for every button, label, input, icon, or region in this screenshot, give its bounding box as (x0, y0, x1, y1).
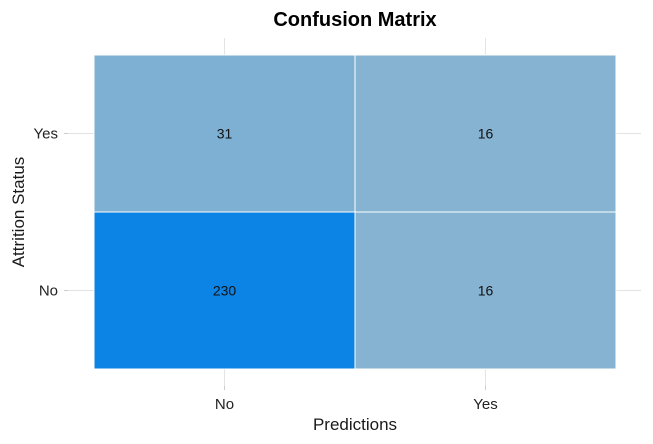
y-axis-title: Attrition Status (9, 157, 28, 268)
chart-title: Confusion Matrix (273, 9, 436, 31)
heatmap-cell (354, 211, 617, 370)
cell-value-label: 31 (217, 126, 233, 142)
heatmap-cell (93, 211, 356, 370)
cell-value-label: 230 (213, 283, 237, 299)
heatmap-cells (93, 54, 617, 370)
cell-value-labels: 31 16 230 16 (213, 126, 494, 299)
y-tick-label: No (39, 283, 58, 300)
heatmap-cell (93, 54, 356, 213)
axis-ticks: No Yes No Yes (34, 126, 498, 414)
cell-value-label: 16 (478, 283, 494, 299)
x-tick-label: Yes (473, 396, 497, 413)
cell-value-label: 16 (478, 126, 494, 142)
y-tick-label: Yes (34, 126, 58, 143)
x-axis-title: Predictions (313, 415, 397, 434)
x-tick-label: No (215, 396, 234, 413)
